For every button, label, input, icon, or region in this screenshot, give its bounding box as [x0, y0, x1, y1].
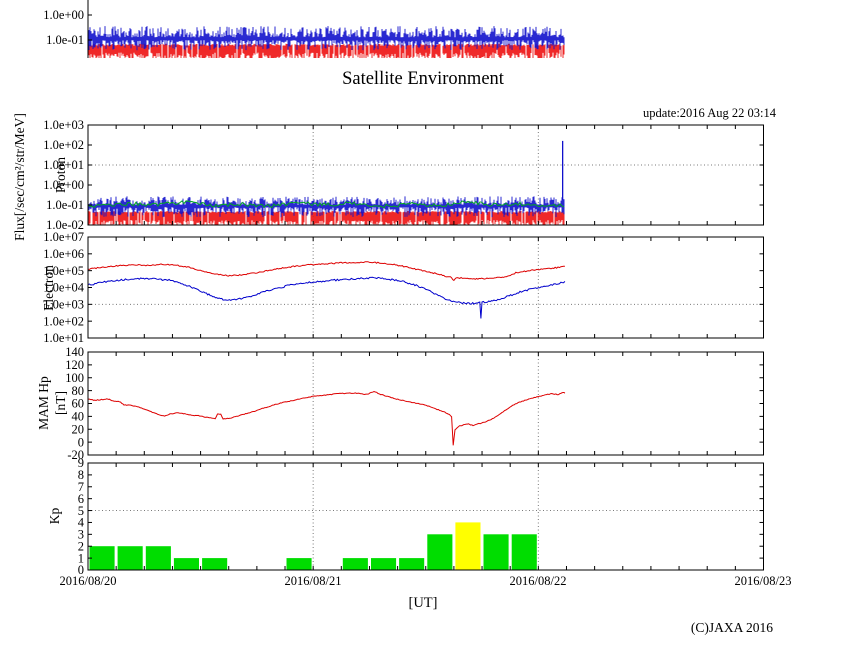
proton-panel: 1.0e+03 1.0e+02 1.0e+01 1.0e+00 1.0e-01 1.0e-… [43, 118, 764, 232]
kp-bar [89, 546, 115, 570]
y-tick-label: 1 [78, 551, 84, 565]
kp-bar [455, 522, 481, 570]
y-tick-label: 3 [78, 528, 84, 542]
y-tick-label: 0 [78, 435, 84, 449]
x-tick-label-day1: 2016/08/21 [284, 574, 342, 588]
kp-bar [173, 558, 199, 570]
kp-bar [371, 558, 397, 570]
update-timestamp: update:2016 Aug 22 03:14 [643, 106, 776, 120]
panel-border [87, 462, 764, 571]
copyright-label: (C)JAXA 2016 [690, 620, 773, 635]
panel-border [87, 236, 764, 339]
y-tick-label: 1.0e-01 [46, 33, 84, 47]
kp-bar [202, 558, 228, 570]
y-tick-label: 6 [78, 492, 84, 506]
y-tick-label: 1.0e+01 [43, 158, 84, 172]
kp-bar [117, 546, 143, 570]
y-tick-label: 1.0e+04 [43, 281, 84, 295]
y-tick-label: -20 [67, 448, 84, 462]
y-tick-label: 40 [72, 410, 85, 424]
partial-top-panel: 1.0e+00 1.0e-01 [43, 0, 565, 58]
y-tick-label: 1.0e+06 [43, 247, 84, 261]
page-title: Satellite Environment [342, 69, 504, 89]
y-tick-label: 1.0e+01 [43, 331, 84, 345]
x-tick-label-day2: 2016/08/22 [509, 574, 567, 588]
y-tick-label: 1.0e+07 [43, 230, 84, 244]
kp-bar [399, 558, 425, 570]
y-tick-label: 5 [78, 504, 84, 518]
y-tick-label: 1.0e+03 [43, 298, 84, 312]
x-axis-unit-label: [UT] [408, 595, 438, 611]
electron-panel: 1.0e+07 1.0e+06 1.0e+05 1.0e+04 1.0e+03 1.0e+… [43, 230, 764, 345]
x-tick-label-day3: 2016/08/23 [734, 574, 792, 588]
y-tick-label: 8 [78, 468, 84, 482]
y-tick-label: 120 [65, 358, 84, 372]
y-tick-label: 1.0e+00 [43, 8, 84, 22]
panel-border [87, 351, 764, 456]
y-tick-label: 60 [72, 397, 85, 411]
y-tick-label: 1.0e-02 [46, 218, 84, 232]
y-tick-label: 1.0e+02 [43, 138, 84, 152]
mam-hp-unit-label: [nT] [53, 391, 68, 415]
kp-bar [342, 558, 368, 570]
y-tick-label: 80 [72, 384, 85, 398]
y-tick-label: 1.0e+03 [43, 118, 84, 132]
y-tick-label: 2 [78, 539, 84, 553]
y-tick-label: 7 [78, 480, 84, 494]
y-tick-label: 100 [65, 371, 84, 385]
y-tick-label: 1.0e-01 [46, 198, 84, 212]
x-tick-label-day0: 2016/08/20 [59, 574, 117, 588]
y-tick-label: 1.0e+00 [43, 178, 84, 192]
y-tick-label: 4 [78, 516, 85, 530]
y-tick-label: 140 [65, 345, 84, 359]
y-tick-label: 1.0e+02 [43, 314, 84, 328]
kp-bar [511, 534, 537, 570]
y-tick-label: 0 [78, 563, 84, 577]
y-tick-label: 1.0e+05 [43, 264, 84, 278]
kp-panel-label: Kp [47, 507, 62, 525]
y-tick-label: 9 [78, 456, 84, 470]
mam-hp-axis-label: MAM Hp [36, 376, 51, 430]
y-tick-label: 20 [72, 422, 85, 436]
kp-bar [483, 534, 509, 570]
kp-bar [427, 534, 453, 570]
flux-axis-label: Flux[/sec/cm²/str/MeV] [12, 113, 27, 241]
kp-bar [145, 546, 171, 570]
electron-panel-label: Electron [41, 265, 56, 311]
proton-panel-label: Proton [53, 156, 68, 194]
kp-bar [286, 558, 312, 570]
